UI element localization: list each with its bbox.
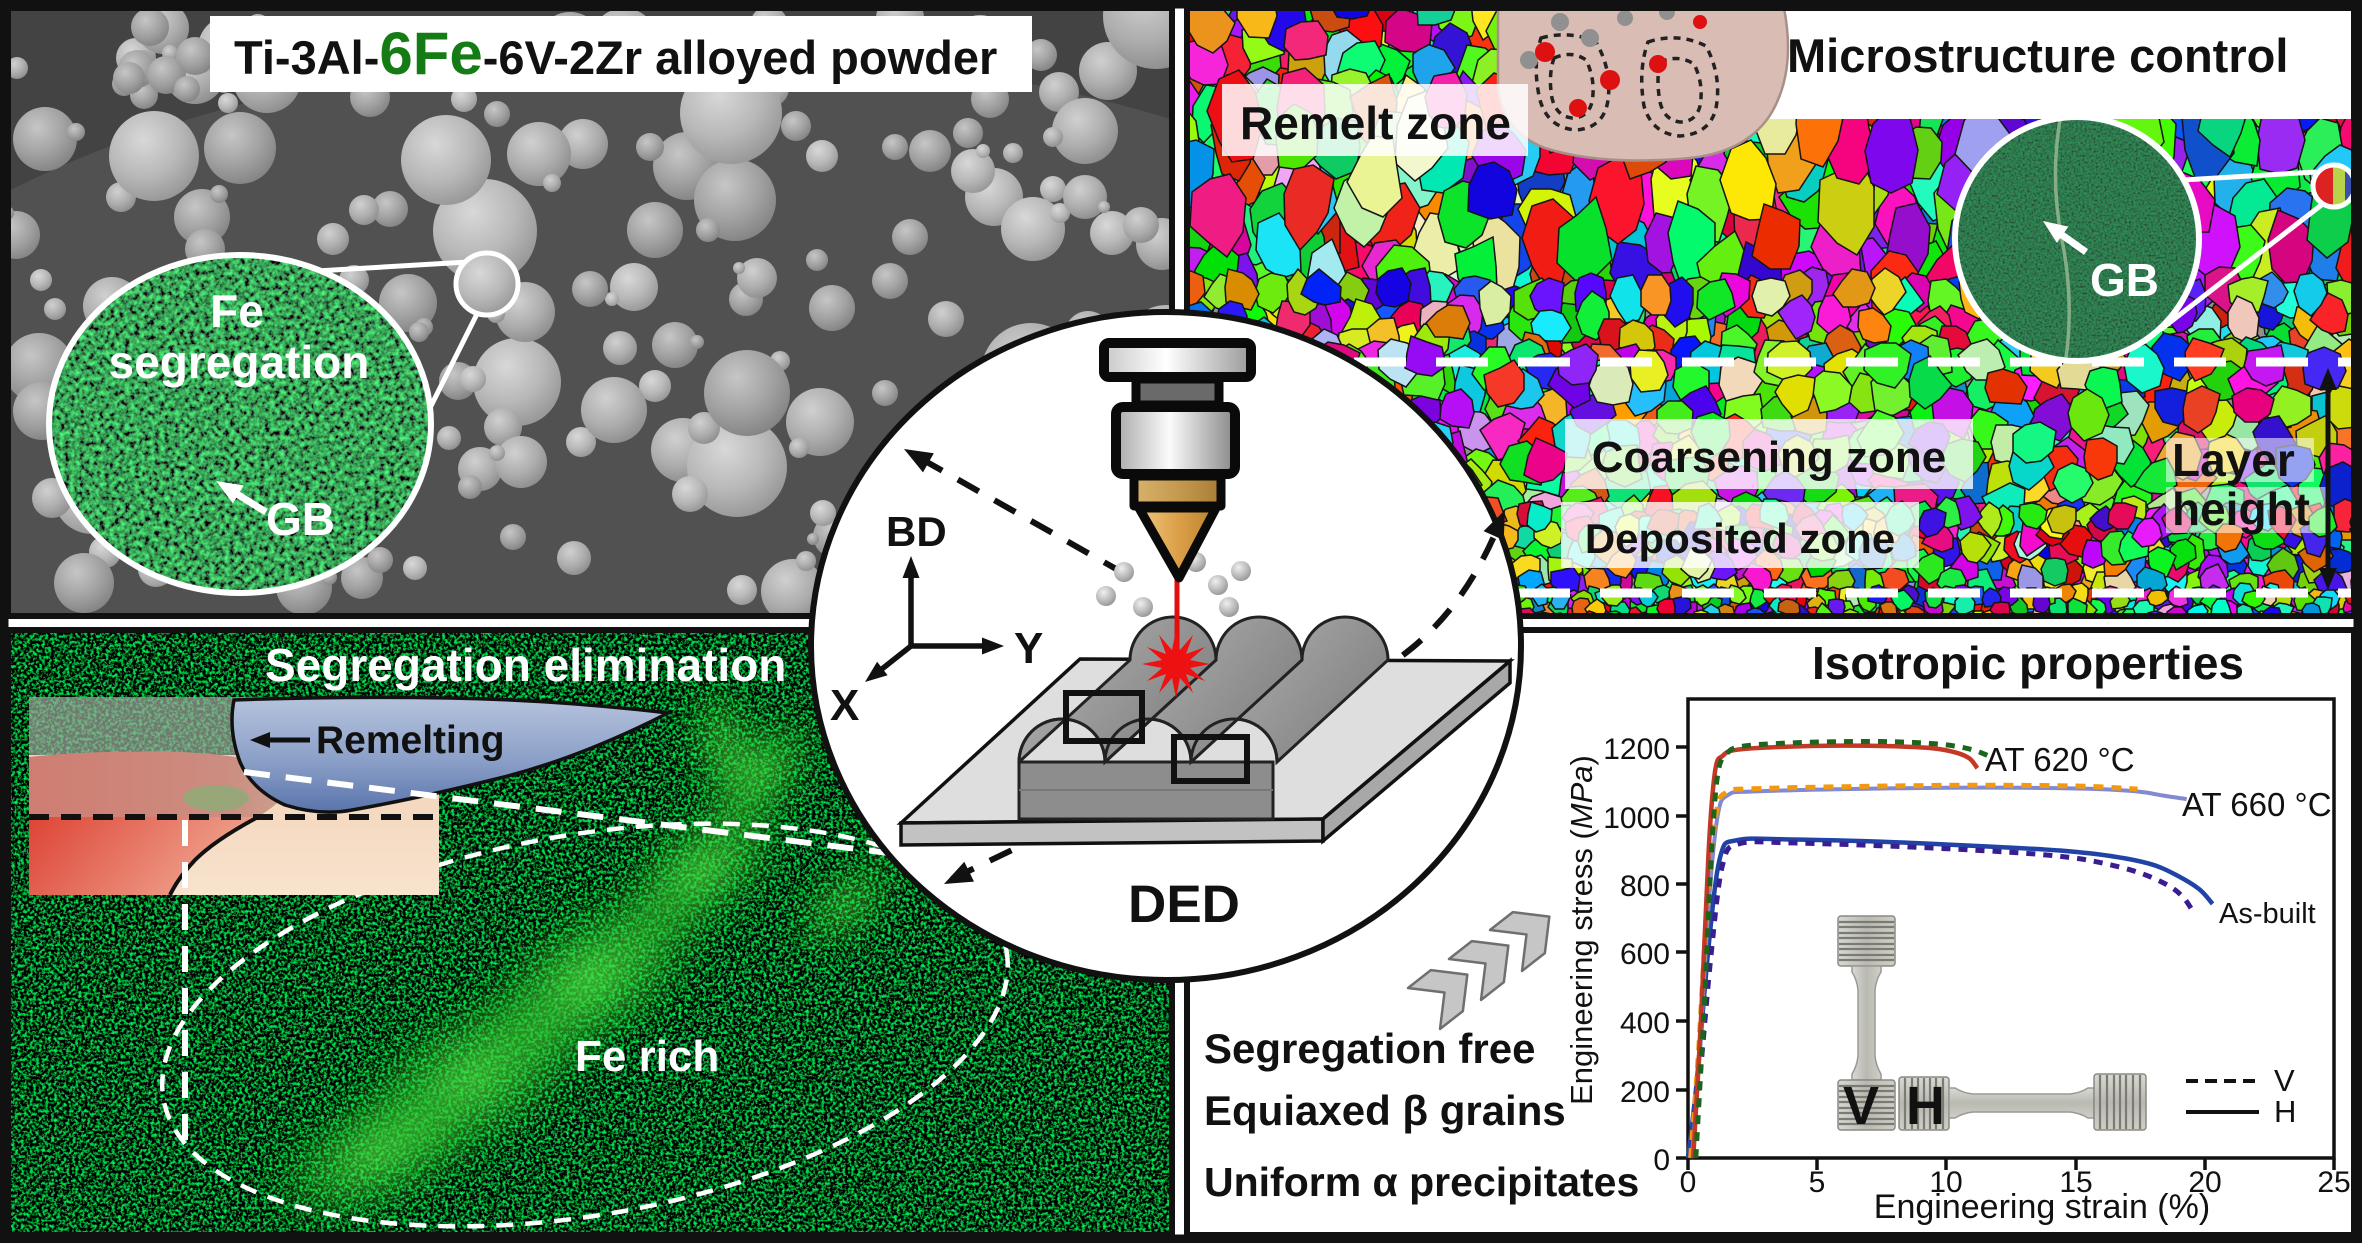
svg-text:Y: Y [1014,624,1043,673]
svg-text:Microstructure control: Microstructure control [1787,29,2288,82]
svg-text:15: 15 [2059,1166,2092,1199]
svg-text:0: 0 [1680,1166,1697,1199]
svg-text:25: 25 [2317,1166,2350,1199]
svg-text:segregation: segregation [109,336,370,388]
svg-text:BD: BD [886,508,947,555]
svg-text:Deposited zone: Deposited zone [1585,515,1895,562]
svg-text:5: 5 [1809,1166,1826,1199]
svg-text:Coarsening zone: Coarsening zone [1592,433,1947,482]
svg-text:Equiaxed β grains: Equiaxed β grains [1204,1087,1566,1134]
svg-text:Segregation free: Segregation free [1204,1025,1535,1072]
svg-text:600: 600 [1620,938,1670,971]
svg-text:1000: 1000 [1603,802,1670,835]
svg-text:400: 400 [1620,1007,1670,1040]
svg-text:H: H [1906,1076,1945,1136]
svg-text:As-built: As-built [2219,898,2316,930]
svg-text:V: V [1843,1076,1879,1136]
svg-text:AT 660 °C: AT 660 °C [2182,786,2332,823]
svg-text:AT 620 °C: AT 620 °C [1985,741,2135,778]
svg-text:X: X [830,681,859,730]
svg-text:Remelt zone: Remelt zone [1240,97,1511,149]
svg-text:Ti-3Al-6Fe-6V-2Zr alloyed powd: Ti-3Al-6Fe-6V-2Zr alloyed powder [234,20,997,87]
svg-text:Engineering strain (%): Engineering strain (%) [1874,1188,2210,1226]
svg-text:Isotropic properties: Isotropic properties [1812,637,2244,689]
svg-text:Uniform α precipitates: Uniform α precipitates [1204,1159,1639,1205]
svg-text:Segregation elimination: Segregation elimination [265,639,786,691]
svg-text:1200: 1200 [1603,733,1670,766]
svg-text:0: 0 [1653,1144,1670,1177]
svg-text:200: 200 [1620,1076,1670,1109]
svg-text:800: 800 [1620,870,1670,903]
svg-text:H: H [2274,1094,2296,1129]
svg-text:DED: DED [1128,875,1240,934]
svg-text:Engineering stress (MPa): Engineering stress (MPa) [1564,755,1599,1105]
svg-text:GB: GB [2090,254,2159,306]
svg-text:height: height [2172,483,2310,535]
svg-text:GB: GB [266,493,335,545]
svg-text:10: 10 [1929,1166,1962,1199]
svg-text:20: 20 [2188,1166,2221,1199]
svg-text:V: V [2274,1063,2295,1098]
svg-text:Fe: Fe [210,285,264,337]
svg-text:Layer: Layer [2172,434,2295,486]
svg-text:Fe rich: Fe rich [575,1032,719,1081]
svg-text:Remelting: Remelting [316,719,505,762]
